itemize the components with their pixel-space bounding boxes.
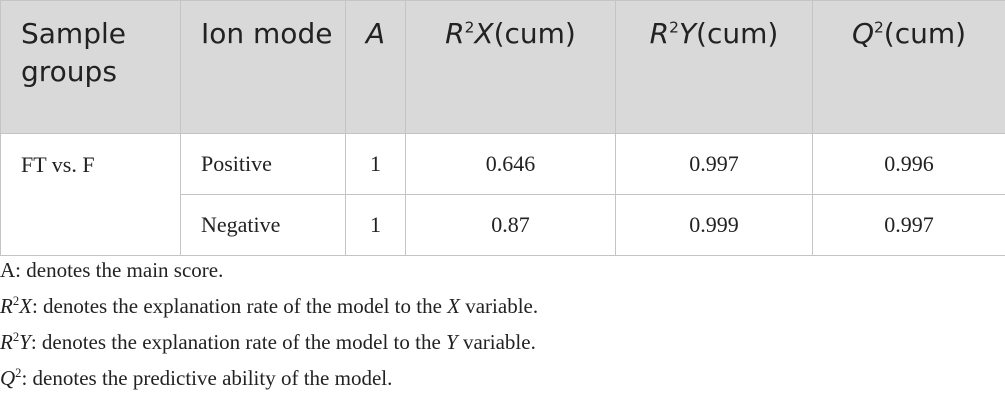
table-row: FT vs. F Positive 1 0.646 0.997 0.996: [0, 133, 1005, 256]
header-suffix: (cum): [883, 17, 967, 50]
cell: Positive: [180, 133, 346, 195]
note-term: Q: [0, 366, 16, 390]
note-term: R: [0, 294, 13, 318]
note-text: : denotes the explanation rate of the mo…: [31, 294, 448, 318]
note-term: R: [0, 330, 13, 354]
cell: 0.996: [812, 133, 1005, 195]
note-sup: 2: [12, 330, 20, 344]
note-text: variable.: [457, 330, 536, 354]
note-text: : denotes the predictive ability of the …: [21, 366, 393, 390]
cell: 0.997: [615, 133, 813, 195]
header-sup: 2: [464, 18, 475, 37]
header-symbol: Q: [851, 17, 874, 50]
header-suffix: (cum): [493, 17, 576, 50]
note-term: Y: [19, 330, 31, 354]
header-var: Y: [678, 17, 697, 50]
cell: Negative: [180, 194, 346, 256]
cell: 0.997: [812, 194, 1005, 256]
header-var: X: [474, 17, 494, 50]
header-text: A: [365, 17, 386, 50]
note-text: : denotes the main score.: [15, 258, 224, 282]
cell: 1: [345, 133, 406, 195]
cell: 1: [345, 194, 406, 256]
header-cell: Q2(cum): [812, 0, 1005, 134]
note-sup: 2: [15, 366, 22, 380]
note: A: denotes the main score.: [0, 254, 538, 290]
note-text: : denotes the explanation rate of the mo…: [30, 330, 447, 354]
note-term: X: [19, 294, 32, 318]
note-var: Y: [446, 330, 458, 354]
header-sup: 2: [669, 18, 679, 37]
note-term: A: [0, 258, 16, 282]
note: Q2: denotes the predictive ability of th…: [0, 362, 538, 398]
header-symbol: R: [649, 17, 670, 50]
group-cell: FT vs. F: [0, 133, 181, 256]
notes: A: denotes the main score. R2X: denotes …: [0, 254, 538, 398]
header-cell: Ion mode: [180, 0, 346, 134]
header-suffix: (cum): [696, 17, 779, 50]
note: R2Y: denotes the explanation rate of the…: [0, 326, 538, 362]
note: R2X: denotes the explanation rate of the…: [0, 290, 538, 326]
note-text: variable.: [459, 294, 539, 318]
header-cell: A: [345, 0, 406, 134]
header-cell: Sample groups: [0, 0, 181, 134]
header-cell: R2X(cum): [405, 0, 616, 134]
header-cell: R2Y(cum): [615, 0, 813, 134]
cell: 0.646: [405, 133, 616, 195]
header-symbol: R: [445, 17, 465, 50]
cell: 0.87: [405, 194, 616, 256]
table-row: Negative 1 0.87 0.999 0.997: [1, 194, 1005, 256]
note-var: X: [447, 294, 460, 318]
header-sup: 2: [873, 18, 884, 37]
cell: 0.999: [615, 194, 813, 256]
results-table: Sample groups Ion mode A R2X(cum) R2Y(cu…: [0, 0, 1005, 256]
header-row: Sample groups Ion mode A R2X(cum) R2Y(cu…: [0, 0, 1005, 134]
note-sup: 2: [12, 294, 20, 308]
